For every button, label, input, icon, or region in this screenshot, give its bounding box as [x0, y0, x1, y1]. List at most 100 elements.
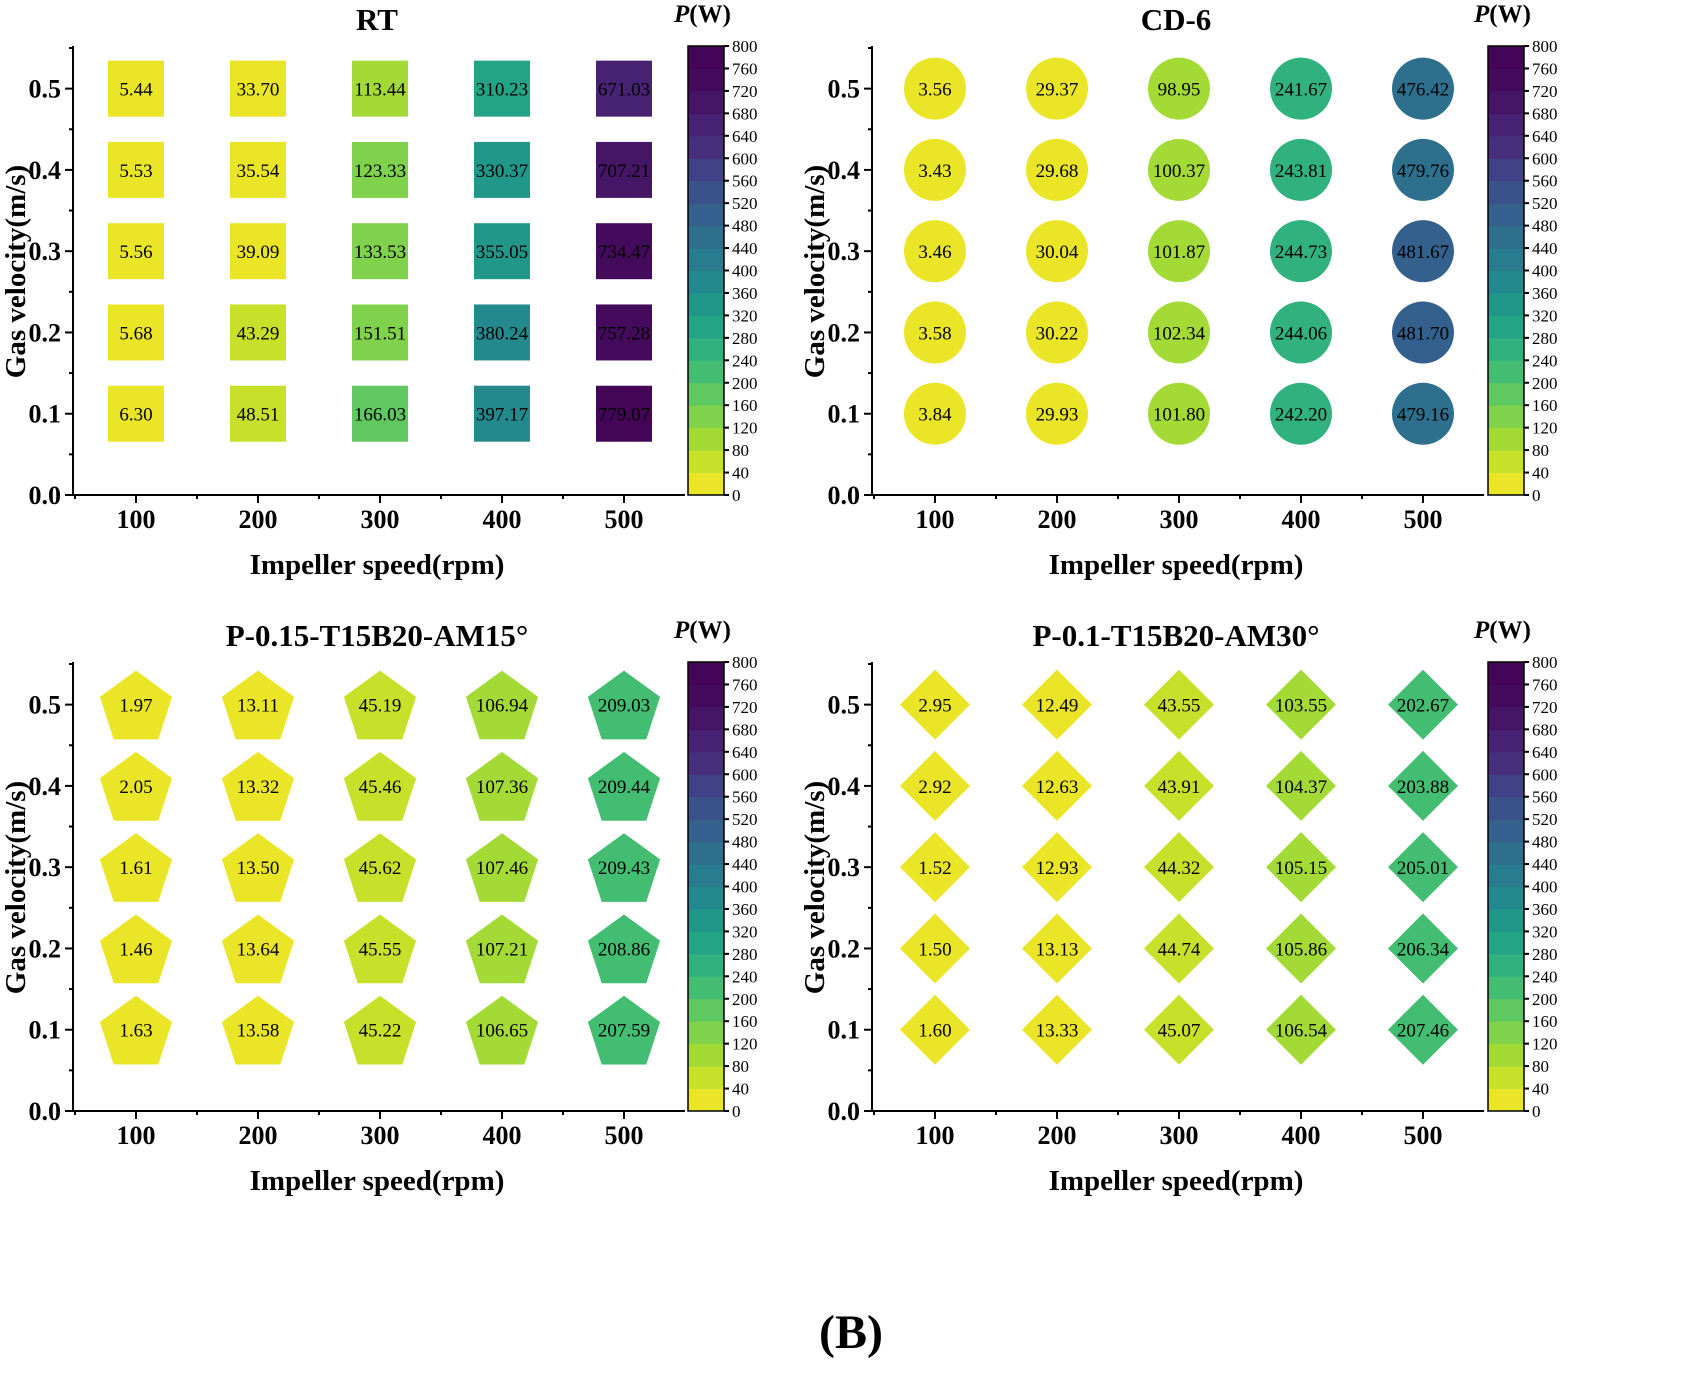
pentagon-marker: [465, 914, 539, 984]
colorbar-title-unit: (W): [689, 617, 731, 644]
colorbar-tick-label: 680: [732, 104, 758, 123]
colorbar-tick-label: 160: [1532, 396, 1558, 415]
diamond-marker: [1266, 669, 1336, 740]
colorbar-tick-label: 320: [1532, 922, 1558, 941]
colorbar-title: P(W): [673, 617, 731, 644]
y-tick-label: 0.1: [29, 1016, 62, 1045]
colorbar-segment: [1488, 270, 1524, 294]
colorbar-segment: [688, 841, 724, 865]
colorbar-tick-label: 760: [1532, 675, 1558, 694]
colorbar-segment: [688, 158, 724, 182]
colorbar-tick-label: 440: [1532, 239, 1558, 258]
pentagon-marker: [221, 833, 295, 902]
square-marker: [352, 304, 408, 361]
colorbar-tick-label: 160: [1532, 1012, 1558, 1031]
colorbar-segment: [1488, 90, 1524, 114]
cell-value-label: 123.33: [354, 161, 406, 182]
pentagon-marker: [221, 995, 295, 1065]
circle-marker: [1148, 220, 1210, 283]
colorbar-segment: [688, 819, 724, 843]
pentagon-marker: [465, 670, 539, 740]
colorbar-tick-label: 600: [1532, 149, 1558, 168]
colorbar-segment: [688, 1088, 724, 1112]
colorbar-tick-label: 680: [732, 720, 758, 739]
colorbar-segment: [688, 976, 724, 1000]
y-tick-label: 0.1: [29, 400, 62, 429]
colorbar-segment: [688, 472, 724, 496]
colorbar-tick-label: 440: [732, 855, 758, 874]
colorbar-tick-label: 240: [1532, 967, 1558, 986]
square-marker: [230, 385, 286, 442]
cell-value-label: 13.58: [237, 1021, 280, 1042]
diamond-marker: [1144, 750, 1214, 821]
colorbar-tick-label: 680: [1532, 104, 1558, 123]
colorbar-segment: [1488, 953, 1524, 977]
colorbar-segment: [1488, 976, 1524, 1000]
circle-marker: [1392, 382, 1454, 445]
diamond-marker: [1388, 669, 1458, 740]
pentagon-marker: [343, 670, 417, 740]
colorbar-tick-label: 160: [732, 396, 758, 415]
pentagon-marker: [587, 914, 661, 984]
y-tick-label: 0.4: [29, 156, 62, 185]
colorbar-segment: [1488, 46, 1524, 69]
circle-marker: [1392, 138, 1454, 201]
pentagon-marker: [465, 751, 539, 821]
y-tick-label: 0.4: [828, 156, 861, 185]
circle-marker: [1148, 382, 1210, 445]
square-marker: [352, 385, 408, 442]
cell-value-label: 202.67: [1397, 696, 1449, 717]
square-marker: [474, 304, 530, 361]
cell-value-label: 45.46: [359, 777, 402, 798]
y-tick-label: 0.0: [828, 1097, 861, 1126]
cell-value-label: 45.19: [359, 696, 402, 717]
cell-value-label: 5.44: [119, 80, 153, 101]
cell-value-label: 151.51: [354, 323, 406, 344]
colorbar-tick-label: 400: [1532, 262, 1558, 281]
colorbar-segment: [1488, 225, 1524, 249]
cell-value-label: 45.07: [1158, 1021, 1201, 1042]
cell-value-label: 43.55: [1158, 696, 1201, 717]
colorbar-segment: [1488, 706, 1524, 730]
cell-value-label: 671.03: [598, 80, 650, 101]
colorbar-segment: [1488, 1088, 1524, 1112]
circle-marker: [1026, 138, 1088, 201]
colorbar-segment: [688, 729, 724, 753]
y-tick-label: 0.1: [828, 1016, 861, 1045]
circle-marker: [904, 57, 966, 120]
diamond-marker: [1266, 750, 1336, 821]
colorbar-tick-label: 720: [1532, 82, 1558, 101]
colorbar-tick-label: 200: [1532, 374, 1558, 393]
cell-value-label: 207.59: [598, 1021, 650, 1042]
colorbar-segment: [688, 1043, 724, 1067]
pentagon-marker: [221, 751, 295, 821]
square-marker: [352, 60, 408, 117]
cell-value-label: 33.70: [237, 80, 280, 101]
colorbar-segment: [1488, 472, 1524, 496]
cell-value-label: 166.03: [354, 405, 406, 426]
colorbar-tick-label: 560: [1532, 788, 1558, 807]
colorbar-tick-label: 800: [1532, 37, 1558, 56]
colorbar-tick-label: 120: [732, 419, 758, 438]
colorbar-segment: [688, 953, 724, 977]
diamond-marker: [1388, 832, 1458, 903]
pentagon-marker: [343, 751, 417, 821]
colorbar-segment: [1488, 886, 1524, 910]
square-marker: [230, 223, 286, 280]
cell-value-label: 1.50: [918, 939, 951, 960]
cell-value-label: 44.74: [1158, 939, 1201, 960]
x-tick-label: 500: [1404, 1121, 1443, 1150]
colorbar-segment: [688, 1066, 724, 1090]
square-marker: [596, 385, 652, 442]
cell-value-label: 707.21: [598, 161, 650, 182]
cell-value-label: 35.54: [237, 161, 280, 182]
x-tick-label: 500: [1404, 505, 1443, 534]
colorbar-segment: [1488, 864, 1524, 887]
colorbar-tick-label: 120: [732, 1035, 758, 1054]
square-marker: [474, 223, 530, 280]
colorbar-segment: [688, 796, 724, 820]
x-tick-label: 100: [916, 1121, 955, 1150]
x-tick-label: 400: [1282, 505, 1321, 534]
colorbar-segment: [688, 405, 724, 429]
